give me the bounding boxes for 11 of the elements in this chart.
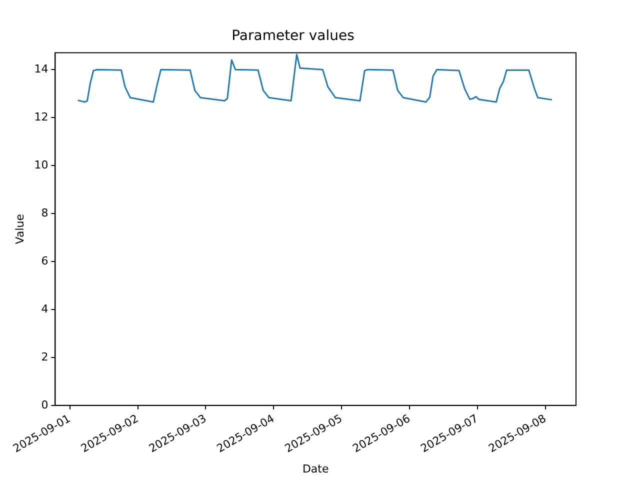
x-axis-title: Date xyxy=(302,462,329,476)
y-tick-label: 4 xyxy=(41,302,48,316)
y-tick-label: 10 xyxy=(34,158,48,172)
y-axis-title: Value xyxy=(13,214,26,244)
y-tick-label: 6 xyxy=(41,254,48,268)
y-tick-label: 8 xyxy=(41,206,48,220)
y-tick-label: 12 xyxy=(34,110,48,124)
chart-title: Parameter values xyxy=(232,28,354,44)
y-tick-label: 14 xyxy=(34,62,48,76)
y-tick-label: 0 xyxy=(41,398,48,412)
y-tick-label: 2 xyxy=(41,350,48,364)
